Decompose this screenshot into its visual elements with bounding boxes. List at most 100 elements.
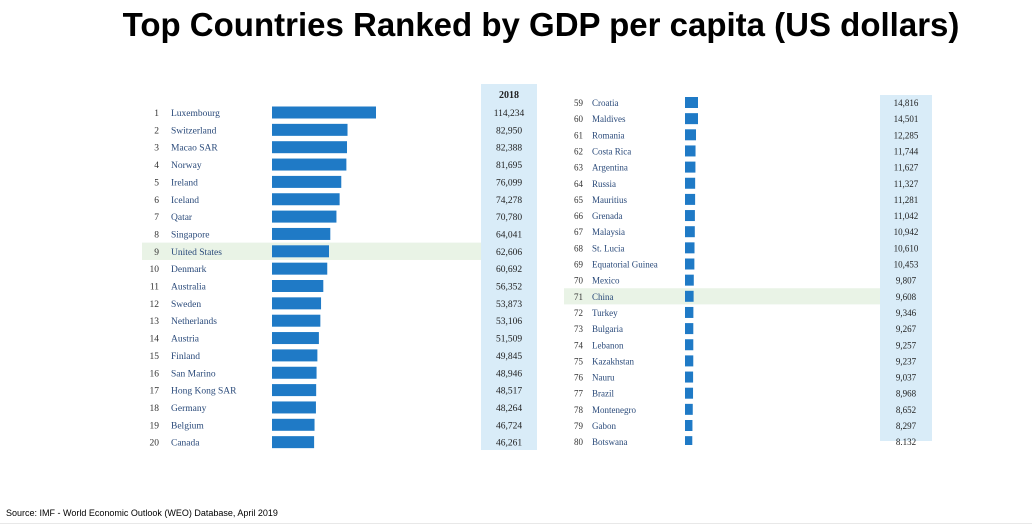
country-label: Finland (171, 352, 200, 362)
rank-label: 80 (574, 437, 584, 445)
gdp-bar (685, 193, 696, 205)
country-label: Belgium (171, 421, 204, 431)
country-label: Qatar (171, 213, 193, 223)
gdp-value-label: 11,327 (894, 179, 919, 189)
gdp-bar (685, 145, 696, 157)
rank-label: 10 (150, 265, 160, 275)
rank-label: 74 (574, 340, 584, 350)
country-label: Switzerland (171, 126, 217, 136)
rank-label: 71 (574, 292, 583, 302)
gdp-bar (272, 262, 328, 275)
gdp-bar (272, 314, 321, 327)
gdp-value-label: 64,041 (496, 230, 522, 240)
gdp-bar (685, 97, 698, 108)
gdp-value-label: 49,845 (496, 352, 522, 362)
rank-label: 69 (574, 260, 584, 270)
country-label: Equatorial Guinea (592, 260, 658, 270)
right-ranking-table: 59 Croatia 14,816 60 Maldives 14,501 61 Romania… (548, 95, 940, 445)
country-label: Montenegro (592, 405, 636, 415)
rank-label: 60 (574, 114, 584, 124)
rank-label: 67 (574, 227, 584, 237)
country-label: China (592, 292, 614, 302)
country-label: Norway (171, 161, 202, 171)
country-label: Netherlands (171, 317, 217, 327)
gdp-value-label: 10,610 (894, 243, 919, 253)
rank-label: 2 (154, 126, 159, 136)
gdp-bar (272, 227, 331, 240)
rank-label: 7 (154, 213, 159, 223)
gdp-bar (685, 371, 694, 383)
rank-label: 14 (150, 335, 160, 345)
country-label: Grenada (592, 211, 622, 221)
gdp-value-label: 11,744 (894, 146, 919, 156)
gdp-bar (272, 245, 329, 258)
country-label: Singapore (171, 230, 210, 240)
rank-label: 6 (154, 196, 159, 206)
gdp-value-label: 51,509 (496, 335, 522, 345)
country-label: Luxembourg (171, 109, 220, 119)
gdp-value-label: 9,237 (896, 356, 917, 366)
gdp-value-label: 48,946 (496, 369, 522, 379)
rank-label: 62 (574, 146, 583, 156)
gdp-bar (272, 384, 317, 397)
gdp-bar (685, 387, 694, 399)
rank-label: 65 (574, 195, 584, 205)
rank-label: 78 (574, 405, 584, 415)
gdp-bar (272, 366, 317, 379)
gdp-bar (685, 258, 695, 270)
gdp-value-label: 10,453 (894, 260, 919, 270)
gdp-bar (272, 332, 319, 345)
gdp-bar (685, 355, 694, 367)
country-label: Turkey (592, 308, 618, 318)
country-label: Croatia (592, 98, 619, 108)
gdp-bar (272, 175, 342, 188)
rank-label: 72 (574, 308, 583, 318)
gdp-bar (272, 210, 337, 223)
gdp-value-label: 9,037 (896, 373, 917, 383)
rank-label: 5 (154, 178, 159, 188)
left-ranking-table: 2018 1 Luxembourg 114,234 2 Switzerland 82,950… (84, 58, 547, 456)
gdp-value-label: 56,352 (496, 283, 522, 293)
rank-label: 19 (150, 421, 160, 431)
rank-label: 68 (574, 243, 584, 253)
gdp-bar (685, 436, 693, 445)
rank-label: 3 (154, 144, 159, 154)
gdp-value-label: 9,267 (896, 324, 917, 334)
gdp-bar (685, 177, 696, 189)
country-label: Maldives (592, 114, 626, 124)
gdp-value-label: 11,627 (894, 163, 919, 173)
gdp-bar (685, 242, 695, 254)
country-label: Australia (171, 283, 207, 293)
gdp-bar (685, 403, 693, 415)
gdp-value-label: 53,106 (496, 317, 522, 327)
rank-label: 59 (574, 98, 584, 108)
gdp-value-label: 14,816 (894, 98, 919, 108)
gdp-value-label: 48,264 (496, 404, 522, 414)
gdp-value-label: 114,234 (494, 109, 525, 119)
rank-label: 76 (574, 373, 584, 383)
gdp-value-label: 48,517 (496, 387, 522, 397)
country-label: Nauru (592, 373, 615, 383)
rank-label: 16 (150, 369, 160, 379)
rank-label: 13 (150, 317, 160, 327)
highlight-row (564, 288, 880, 305)
country-label: Bulgaria (592, 324, 623, 334)
gdp-value-label: 8,652 (896, 405, 916, 415)
gdp-value-label: 53,873 (496, 300, 522, 310)
rank-label: 77 (574, 389, 584, 399)
country-label: Lebanon (592, 340, 624, 350)
country-label: Botswana (592, 437, 628, 445)
country-label: Brazil (592, 389, 614, 399)
country-label: Mauritius (592, 195, 627, 205)
rank-label: 20 (150, 439, 160, 449)
country-label: Russia (592, 179, 616, 189)
right-ranking-chart: 59 Croatia 14,816 60 Maldives 14,501 61 Romania… (564, 95, 932, 445)
gdp-bar (272, 193, 340, 206)
gdp-value-label: 8,297 (896, 421, 917, 431)
rank-label: 70 (574, 276, 584, 286)
rank-label: 75 (574, 356, 584, 366)
rank-label: 1 (154, 109, 159, 119)
gdp-value-label: 8,132 (896, 437, 916, 445)
